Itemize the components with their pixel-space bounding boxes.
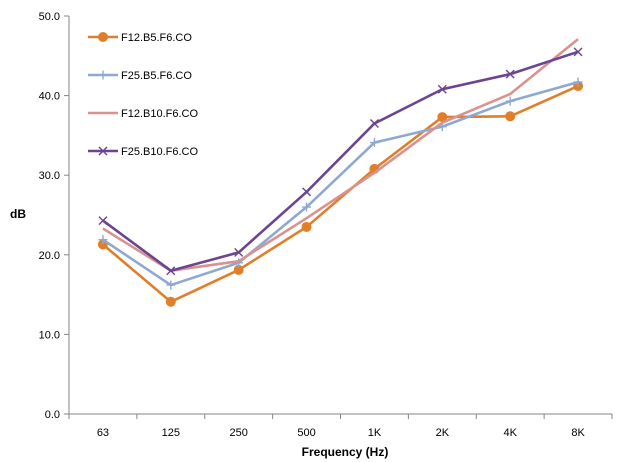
x-tick-label: 125 (162, 427, 180, 439)
y-axis-title: dB (10, 207, 26, 221)
data-point (302, 202, 312, 212)
data-point (573, 47, 583, 57)
x-tick-label: 500 (297, 427, 315, 439)
data-point (165, 296, 176, 307)
data-point (369, 138, 379, 148)
legend-entry: F25.B10.F6.CO (88, 146, 198, 158)
series-layer (97, 38, 584, 307)
axes: 0.0 10.0 20.0 30.0 40.0 50.0 63 125 250 500 1K 2K 4K… (39, 11, 613, 439)
marker-stroke (98, 146, 108, 156)
data-point (505, 96, 515, 106)
legend-entry: F25.B5.F6.CO (88, 70, 192, 82)
series-f25-b10-f6-co (98, 47, 583, 276)
marker-stroke (234, 247, 244, 257)
series-line (102, 84, 579, 304)
x-tick-label: 4K (503, 427, 517, 439)
data-point (166, 280, 176, 290)
data-point (369, 118, 379, 128)
legend-entry: F12.B5.F6.CO (88, 32, 192, 44)
y-tick-label: 20.0 (39, 250, 60, 262)
legend-label: F12.B5.F6.CO (121, 32, 192, 44)
y-tick-label: 0.0 (45, 409, 60, 421)
marker-stroke (302, 187, 312, 197)
legend-label: F25.B5.F6.CO (121, 70, 192, 82)
data-point (234, 247, 244, 257)
legend-label: F25.B10.F6.CO (121, 146, 198, 158)
marker-stroke (166, 266, 176, 276)
data-point (573, 77, 583, 87)
legend-marker (98, 146, 108, 156)
data-point (505, 111, 516, 122)
data-point (98, 216, 108, 226)
data-point (98, 235, 108, 245)
marker-stroke (369, 118, 379, 128)
marker-stroke (98, 216, 108, 226)
series-line (102, 50, 579, 273)
x-tick-label: 63 (97, 427, 109, 439)
y-tick-label: 40.0 (39, 91, 60, 103)
data-point (302, 187, 312, 197)
series-line (102, 80, 579, 287)
x-tick-label: 1K (368, 427, 382, 439)
x-axis-title: Frequency (Hz) (302, 445, 389, 459)
y-tick-label: 10.0 (39, 329, 60, 341)
series-f25-b5-f6-co (98, 77, 583, 290)
data-point (437, 84, 447, 94)
legend-entry: F12.B10.F6.CO (88, 108, 198, 120)
y-tick-label: 50.0 (39, 11, 60, 23)
series-line (102, 38, 579, 273)
x-tick-label: 250 (230, 427, 248, 439)
x-tick-label: 2K (436, 427, 450, 439)
data-point (505, 69, 515, 79)
marker-stroke (437, 84, 447, 94)
x-tick-label: 8K (571, 427, 585, 439)
series-f12-b10-f6-co (102, 38, 579, 273)
y-tick-label: 30.0 (39, 170, 60, 182)
legend-marker (98, 70, 108, 80)
legend: F12.B5.F6.CO F25.B5.F6.CO F12.B10.F6.CO F25… (88, 32, 198, 158)
series-f12-b5-f6-co (97, 81, 584, 307)
data-point (301, 221, 312, 232)
data-point (166, 266, 176, 276)
marker-stroke (573, 47, 583, 57)
marker-stroke (505, 69, 515, 79)
legend-label: F12.B10.F6.CO (121, 108, 198, 120)
legend-marker (98, 32, 108, 42)
